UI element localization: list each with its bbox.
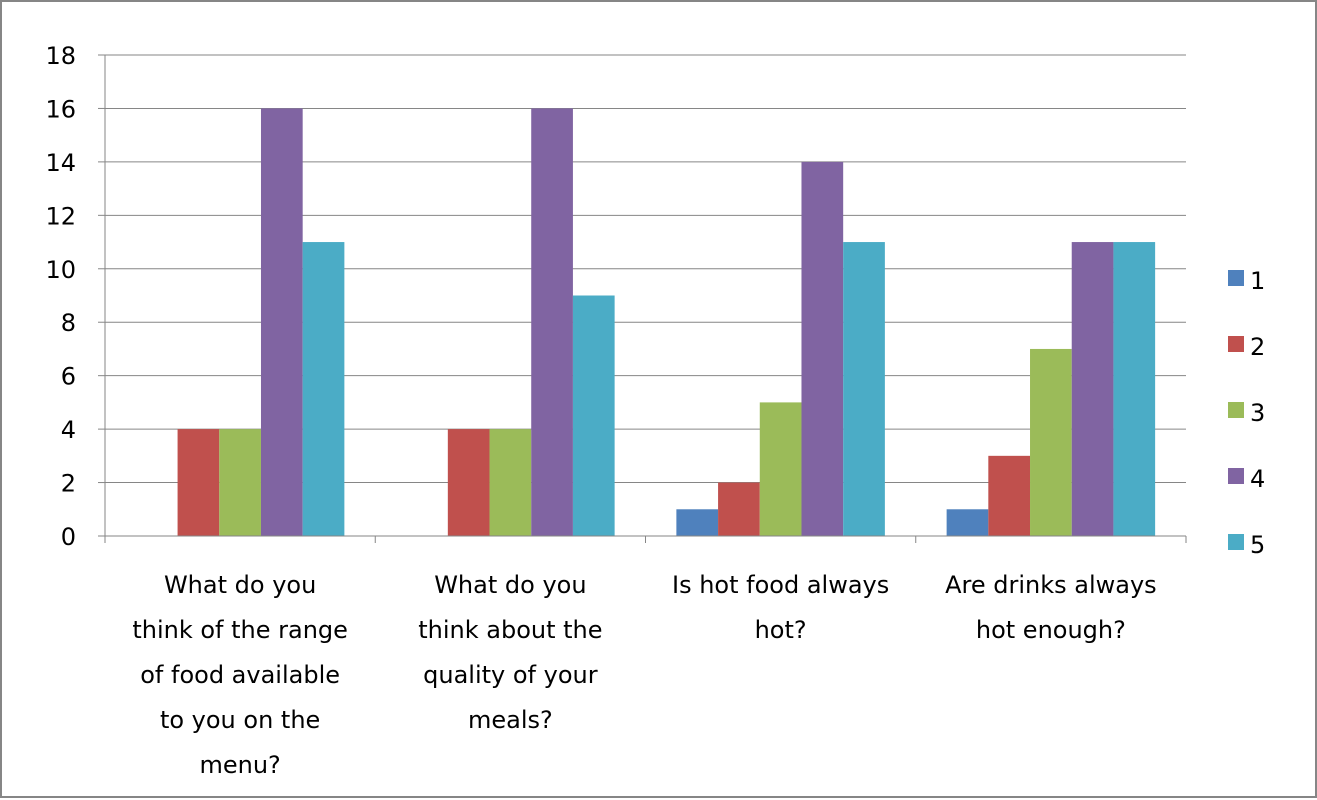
y-tick-label: 14	[45, 149, 76, 177]
category-label: What do you	[434, 571, 586, 599]
category-label: menu?	[199, 751, 280, 779]
y-tick-label: 6	[61, 363, 76, 391]
axes	[98, 54, 1187, 543]
category-label: think of the range	[132, 616, 348, 644]
bar-series-2	[447, 429, 490, 536]
category-label: hot enough?	[976, 616, 1126, 644]
legend-label: 1	[1250, 267, 1265, 295]
legend-swatch-3	[1228, 402, 1244, 418]
legend-swatch-5	[1228, 534, 1244, 550]
category-label: Is hot food always	[672, 571, 889, 599]
category-label: of food available	[140, 661, 340, 689]
category-labels: What do you think of the range of food ava…	[132, 571, 1156, 779]
bar-series-1	[676, 509, 719, 536]
legend-swatch-4	[1228, 468, 1244, 484]
bar-series-2	[718, 482, 760, 536]
legend-label: 2	[1250, 333, 1265, 361]
y-tick-label: 8	[61, 309, 76, 337]
y-tick-label: 4	[61, 416, 76, 444]
bar-series-3	[489, 429, 532, 536]
bar-series-2	[177, 429, 220, 536]
bar-series-4	[260, 108, 303, 536]
bar-series-5	[1113, 242, 1156, 537]
bar-series-2	[988, 455, 1031, 536]
y-tick-label: 12	[45, 202, 76, 230]
bar-series-5	[843, 242, 885, 537]
bar-series-3	[1030, 348, 1072, 536]
bar-series-3	[219, 429, 261, 536]
bar-series-4	[531, 108, 573, 536]
y-tick-label: 10	[45, 256, 76, 284]
bar-series-4	[801, 161, 844, 536]
bar-series-1	[946, 509, 989, 536]
bar-series-4	[1071, 242, 1114, 537]
bar-series-5	[302, 242, 345, 537]
category-label: to you on the	[160, 706, 320, 734]
y-tick-label: 18	[45, 42, 76, 70]
category-label: hot?	[755, 616, 807, 644]
category-label: Are drinks always	[945, 571, 1157, 599]
category-label: quality of your	[423, 661, 598, 689]
legend-swatch-1	[1228, 270, 1244, 286]
legend-label: 4	[1250, 465, 1265, 493]
y-tick-label: 16	[45, 95, 76, 123]
category-label: meals?	[468, 706, 553, 734]
y-tick-label: 2	[61, 470, 76, 498]
category-label: What do you	[164, 571, 316, 599]
bars	[177, 108, 1156, 537]
bar-series-5	[572, 295, 615, 536]
y-tick-label: 0	[61, 523, 76, 551]
legend-swatch-2	[1228, 336, 1244, 352]
legend: 1 2 3 4 5	[1228, 267, 1265, 559]
bar-series-3	[759, 402, 802, 536]
y-tick-labels: 0 2 4 6 8 10 12 14 16 18	[45, 42, 76, 551]
category-label: think about the	[418, 616, 602, 644]
legend-label: 5	[1250, 531, 1265, 559]
legend-label: 3	[1250, 399, 1265, 427]
